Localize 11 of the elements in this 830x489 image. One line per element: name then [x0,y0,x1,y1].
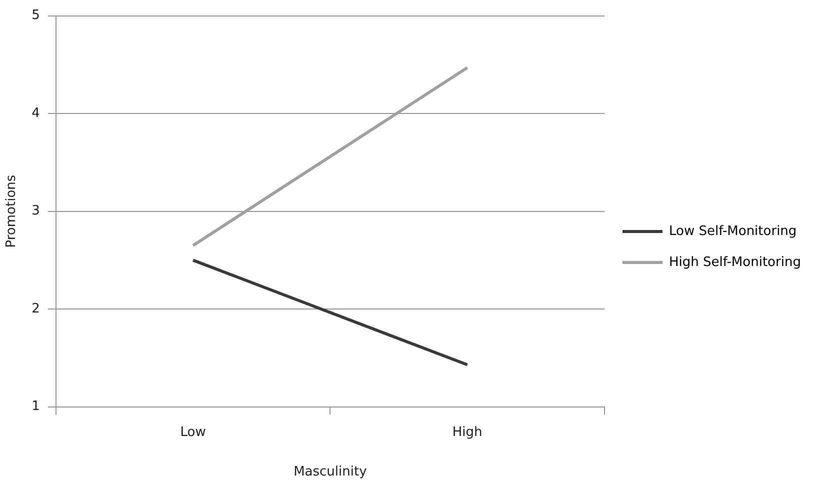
x-tick-label: High [452,424,482,440]
y-axis-title: Promotions [4,174,20,248]
legend-label: Low Self-Monitoring [669,224,797,239]
y-tick-label: 1 [32,399,40,414]
y-tick-label: 4 [32,106,40,121]
y-tick-label: 5 [32,8,40,24]
legend-label: High Self-Monitoring [669,254,801,270]
y-tick-label: 3 [32,204,40,219]
x-axis-title: Masculinity [294,464,368,480]
y-tick-label: 2 [32,301,40,316]
x-tick-label: Low [180,424,206,440]
